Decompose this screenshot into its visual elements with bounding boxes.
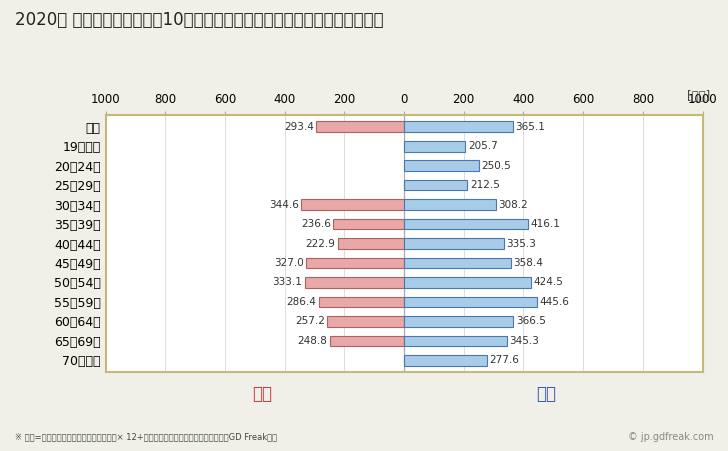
Text: ※ 年収=「きまって支給する現金給与額」× 12+「年間賞与その他特別給与額」としてGD Freak推計: ※ 年収=「きまって支給する現金給与額」× 12+「年間賞与その他特別給与額」と…: [15, 433, 277, 442]
Text: 345.3: 345.3: [510, 336, 539, 346]
Text: 365.1: 365.1: [515, 122, 545, 132]
Bar: [306, 258, 404, 268]
Text: 308.2: 308.2: [499, 200, 529, 210]
Text: [万円]: [万円]: [687, 90, 710, 103]
Text: 2020年 民間企業（従業者数10人以上）フルタイム労働者の男女別平均年収: 2020年 民間企業（従業者数10人以上）フルタイム労働者の男女別平均年収: [15, 11, 383, 29]
Bar: [404, 336, 507, 346]
Bar: [404, 160, 479, 171]
Text: 212.5: 212.5: [470, 180, 499, 190]
Bar: [333, 219, 404, 230]
Bar: [404, 141, 465, 152]
Text: 445.6: 445.6: [539, 297, 569, 307]
Text: 335.3: 335.3: [507, 239, 537, 249]
Text: 344.6: 344.6: [269, 200, 298, 210]
Bar: [328, 316, 404, 327]
Text: 248.8: 248.8: [298, 336, 328, 346]
Text: 293.4: 293.4: [284, 122, 314, 132]
Bar: [304, 277, 404, 288]
Bar: [404, 199, 496, 210]
Text: © jp.gdfreak.com: © jp.gdfreak.com: [628, 432, 713, 442]
Bar: [301, 199, 404, 210]
Text: 277.6: 277.6: [489, 355, 519, 365]
Bar: [404, 219, 529, 230]
Text: 424.5: 424.5: [533, 277, 563, 287]
Bar: [404, 277, 531, 288]
Bar: [319, 297, 404, 307]
Text: 327.0: 327.0: [274, 258, 304, 268]
Text: 205.7: 205.7: [468, 141, 497, 151]
Text: 416.1: 416.1: [531, 219, 561, 229]
Bar: [404, 180, 467, 190]
Text: 236.6: 236.6: [301, 219, 331, 229]
Bar: [404, 121, 513, 132]
Bar: [317, 121, 404, 132]
Text: 250.5: 250.5: [481, 161, 511, 170]
Bar: [404, 316, 513, 327]
Bar: [404, 258, 511, 268]
Text: 366.5: 366.5: [516, 317, 546, 327]
Bar: [404, 297, 537, 307]
Bar: [330, 336, 404, 346]
Text: 257.2: 257.2: [295, 317, 325, 327]
Bar: [404, 238, 504, 249]
Text: 333.1: 333.1: [272, 277, 302, 287]
Text: 男性: 男性: [536, 385, 556, 403]
Text: 222.9: 222.9: [305, 239, 335, 249]
Text: 286.4: 286.4: [286, 297, 316, 307]
Bar: [338, 238, 404, 249]
Text: 358.4: 358.4: [513, 258, 543, 268]
Bar: [404, 355, 487, 366]
Text: 女性: 女性: [252, 385, 272, 403]
